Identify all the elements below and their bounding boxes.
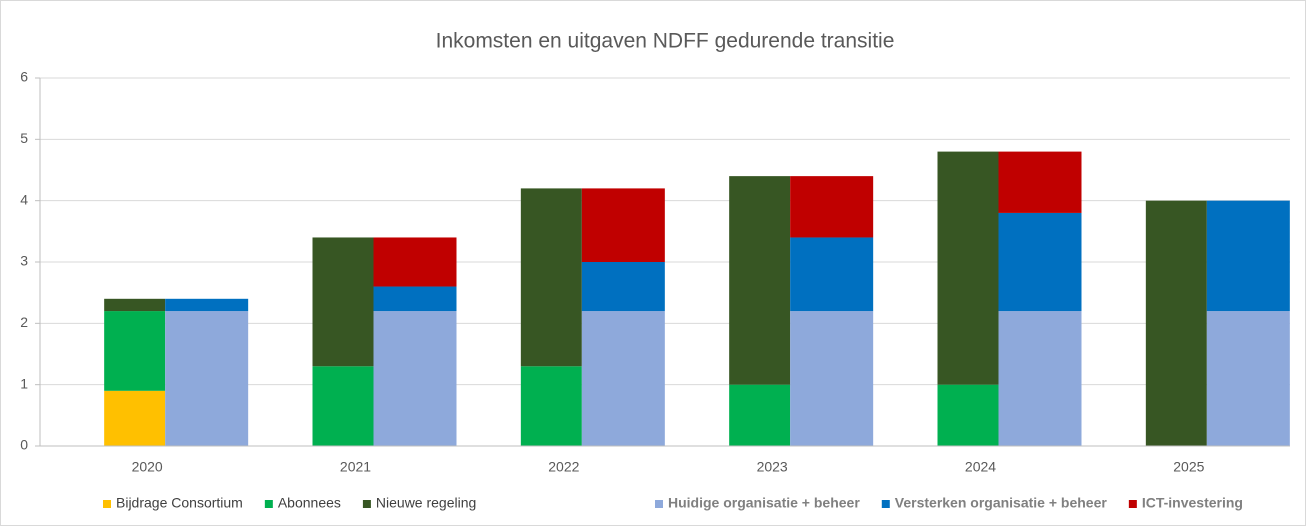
bar-segment bbox=[1206, 311, 1290, 446]
bar-segment bbox=[790, 176, 874, 238]
bar-segment bbox=[104, 311, 166, 391]
bar-segment bbox=[373, 237, 457, 287]
legend-swatch bbox=[264, 500, 273, 508]
x-tick-label: 2023 bbox=[757, 459, 788, 475]
x-tick-label: 2022 bbox=[548, 459, 579, 475]
bar-segment bbox=[520, 188, 582, 367]
y-tick-label: 0 bbox=[20, 437, 28, 453]
bar-segment bbox=[581, 262, 665, 312]
bar-segment bbox=[998, 151, 1082, 213]
bar-segment bbox=[165, 298, 249, 312]
legend-label: ICT-investering bbox=[1142, 495, 1243, 511]
bar-segment bbox=[937, 151, 999, 385]
bar-segment bbox=[790, 311, 874, 446]
bar-segment bbox=[790, 237, 874, 312]
legend-label: Nieuwe regeling bbox=[376, 495, 476, 511]
legend-swatch bbox=[655, 500, 663, 508]
legend-swatch bbox=[362, 500, 371, 508]
chart-title: Inkomsten en uitgaven NDFF gedurende tra… bbox=[436, 30, 895, 53]
bar-segment bbox=[1206, 200, 1290, 312]
bar-segment bbox=[520, 366, 582, 446]
x-tick-label: 2025 bbox=[1173, 459, 1204, 475]
y-tick-label: 5 bbox=[20, 130, 28, 146]
bar-segment bbox=[581, 188, 665, 262]
y-tick-label: 6 bbox=[20, 69, 28, 85]
legend-label: Versterken organisatie + beheer bbox=[895, 495, 1108, 511]
bar-segment bbox=[312, 237, 374, 367]
legend-label: Abonnees bbox=[278, 495, 341, 511]
bar-segment bbox=[998, 212, 1082, 312]
bar-segment bbox=[165, 311, 249, 446]
legend-swatch bbox=[881, 500, 890, 508]
x-tick-label: 2021 bbox=[340, 459, 371, 475]
legend-swatch bbox=[103, 500, 111, 508]
legend-swatch bbox=[1128, 500, 1137, 508]
bar-segment bbox=[729, 176, 791, 385]
bar-segment bbox=[373, 286, 457, 312]
bar-segment bbox=[729, 384, 791, 446]
bar-segment bbox=[998, 311, 1082, 446]
bar-segment bbox=[312, 366, 374, 446]
bar-segment bbox=[1145, 200, 1207, 446]
bar-segment bbox=[104, 390, 166, 446]
legend-label: Bijdrage Consortium bbox=[116, 495, 243, 511]
bar-segment bbox=[373, 311, 457, 446]
legend-label: Huidige organisatie + beheer bbox=[668, 495, 860, 511]
y-tick-label: 1 bbox=[20, 375, 28, 391]
bar-segment bbox=[104, 298, 166, 312]
y-tick-label: 4 bbox=[20, 191, 28, 207]
x-tick-label: 2020 bbox=[132, 459, 163, 475]
bar-segment bbox=[937, 384, 999, 446]
y-tick-label: 3 bbox=[20, 253, 28, 269]
y-tick-label: 2 bbox=[20, 314, 28, 330]
bar-segment bbox=[581, 311, 665, 446]
x-tick-label: 2024 bbox=[965, 459, 996, 475]
